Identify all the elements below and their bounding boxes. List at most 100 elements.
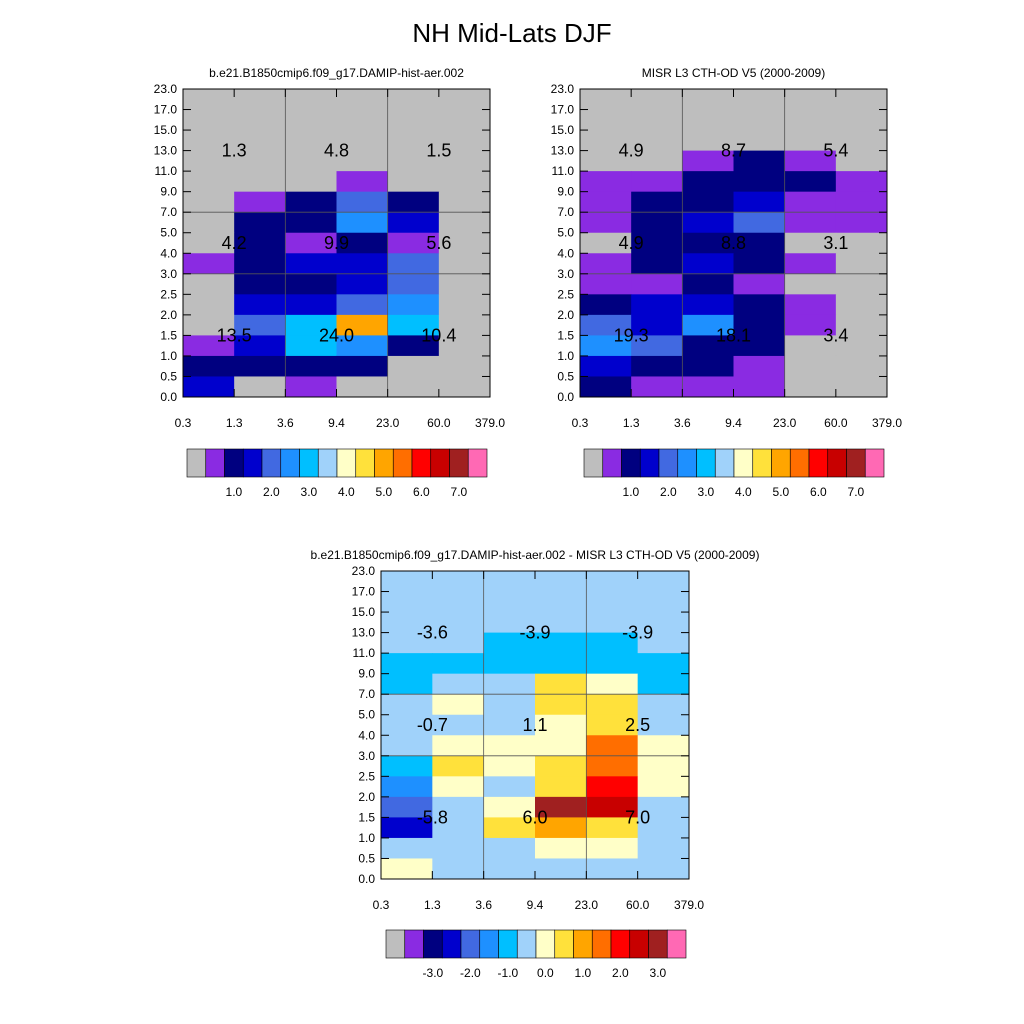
heatmap-cell (733, 253, 786, 275)
heatmap-cell (586, 653, 639, 675)
heatmap-cell (336, 89, 389, 110)
heatmap-cell (183, 335, 235, 357)
region-annotation: -3.9 (519, 623, 550, 643)
region-annotation: -3.6 (417, 623, 448, 643)
heatmap-cell (234, 212, 286, 234)
y-tick-label: 15.0 (154, 123, 178, 137)
heatmap-cell (234, 191, 286, 213)
colorbar-label: -2.0 (460, 966, 481, 980)
region-annotation: 3.1 (823, 233, 848, 253)
heatmap-cell (183, 273, 235, 295)
region-annotation: 8.7 (721, 141, 746, 161)
colorbar-swatch (535, 929, 556, 959)
colorbar-swatch (666, 929, 687, 959)
heatmap-cell (234, 335, 286, 357)
heatmap-cell (637, 714, 690, 736)
heatmap-cell (637, 776, 690, 798)
y-tick-label: 11.0 (353, 646, 376, 660)
heatmap-cell (784, 150, 837, 172)
heatmap-cell (637, 632, 690, 654)
heatmap-cell (483, 612, 536, 633)
heatmap-cell (387, 150, 440, 172)
heatmap-cell (784, 355, 837, 377)
y-tick-label: 11.0 (155, 164, 178, 178)
heatmap-cell (234, 376, 286, 398)
heatmap-cell (631, 89, 683, 110)
heatmap-cell (586, 858, 639, 880)
heatmap-cell (586, 735, 639, 757)
heatmap-cell (682, 150, 734, 172)
region-annotation: 18.1 (716, 325, 751, 345)
heatmap-cell (432, 694, 485, 716)
colorbar-swatch (186, 448, 207, 478)
heatmap-cell (637, 612, 690, 633)
heatmap-cell (535, 571, 587, 592)
heatmap-cell (580, 212, 632, 234)
colorbar-swatch (789, 448, 810, 478)
x-tick-label: 1.3 (226, 416, 243, 430)
figure-title: NH Mid-Lats DJF (412, 18, 612, 48)
heatmap-cell (432, 817, 485, 839)
x-tick-label: 0.3 (373, 898, 390, 912)
colorbar-swatch (733, 448, 754, 478)
heatmap-cell (285, 355, 337, 377)
panel-title: MISR L3 CTH-OD V5 (2000-2009) (642, 66, 825, 80)
region-annotation: -0.7 (417, 715, 448, 735)
heatmap-cell (432, 858, 485, 880)
heatmap-cell (234, 253, 286, 275)
heatmap-cell (580, 355, 632, 377)
colorbar-swatch (621, 448, 641, 478)
heatmap-cell (438, 191, 491, 213)
region-annotation: 4.9 (619, 141, 644, 161)
heatmap-cell (682, 232, 734, 254)
heatmap-cell (483, 817, 536, 839)
heatmap-cell (835, 335, 888, 357)
heatmap-cell (438, 150, 491, 172)
colorbar: -3.0 -2.0 -1.0 0.0 1.0 2.0 3.0 (385, 929, 687, 980)
colorbar-swatch (430, 448, 450, 478)
region-annotation: 4.2 (222, 233, 247, 253)
x-tick-label: 60.0 (427, 416, 451, 430)
heatmap-cell (580, 273, 632, 295)
heatmap-cell (285, 376, 337, 398)
heatmap-cell (483, 858, 536, 880)
heatmap-cell (733, 335, 786, 357)
y-tick-label: 2.0 (160, 308, 177, 322)
heatmap-cell (432, 714, 485, 736)
region-annotation: 4.8 (324, 141, 349, 161)
heatmap-cell (835, 355, 888, 377)
heatmap-cell (336, 212, 389, 234)
heatmap-cell (835, 191, 888, 213)
heatmap-cell (483, 837, 536, 859)
region-annotation: 7.0 (625, 807, 650, 827)
heatmap-cell (682, 314, 734, 336)
colorbar: 1.0 2.0 3.0 4.0 5.0 6.0 7.0 (583, 448, 885, 499)
colorbar-swatch (385, 929, 406, 959)
heatmap-cell (835, 89, 888, 110)
heatmap-cell (733, 89, 786, 110)
heatmap-cell (381, 817, 433, 839)
heatmap-cell (387, 376, 440, 398)
colorbar-swatch (374, 448, 394, 478)
region-annotation: -3.9 (622, 623, 653, 643)
heatmap-cell (387, 294, 440, 316)
colorbar-swatch (280, 448, 300, 478)
heatmap-cell (183, 253, 235, 275)
heatmap-cell (631, 335, 683, 357)
heatmap-cell (432, 653, 485, 675)
heatmap-cell (586, 776, 639, 798)
x-tick-label: 60.0 (626, 898, 650, 912)
heatmap-cell (483, 714, 536, 736)
heatmap-cell (183, 294, 235, 316)
heatmap-cell (580, 109, 632, 131)
heatmap-cell (381, 714, 433, 736)
heatmap-cell (535, 653, 587, 675)
colorbar-swatch (224, 448, 244, 478)
colorbar-swatch (242, 448, 263, 478)
y-tick-label: 3.0 (557, 267, 574, 281)
heatmap-cell (336, 335, 389, 357)
y-tick-label: 2.5 (557, 287, 574, 301)
y-tick-label: 4.0 (557, 246, 574, 260)
y-tick-label: 4.0 (160, 246, 177, 260)
colorbar-label: 1.0 (623, 485, 640, 499)
